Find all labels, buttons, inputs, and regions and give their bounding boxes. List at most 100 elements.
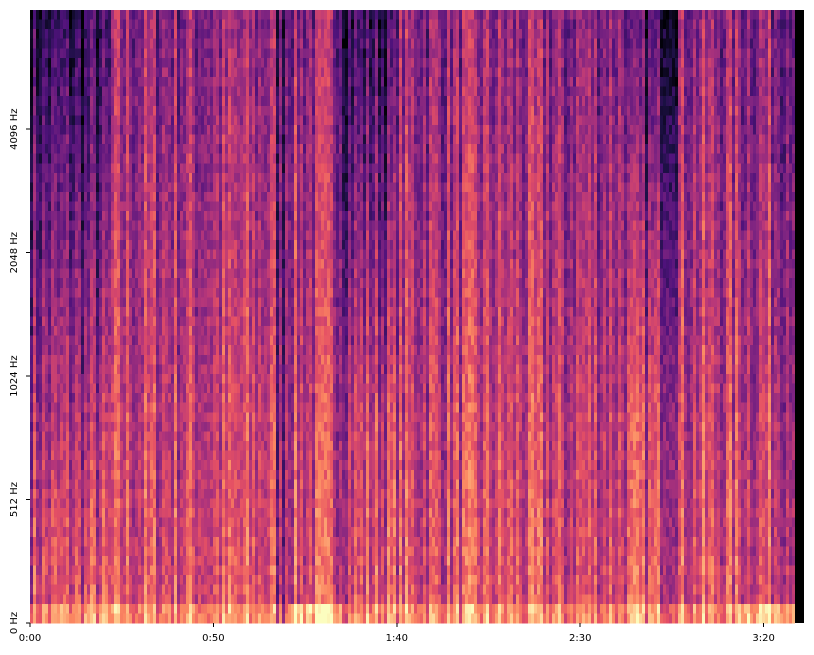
spectrogram-cell bbox=[231, 211, 234, 222]
spectrogram-cell bbox=[246, 393, 249, 404]
spectrogram-cell bbox=[204, 29, 207, 40]
spectrogram-cell bbox=[225, 67, 228, 78]
spectrogram-cell bbox=[201, 297, 204, 308]
spectrogram-cell bbox=[138, 584, 141, 595]
spectrogram-cell bbox=[144, 326, 147, 337]
spectrogram-cell bbox=[36, 144, 39, 155]
spectrogram-cell bbox=[183, 402, 186, 413]
spectrogram-cell bbox=[93, 412, 96, 423]
spectrogram-cell bbox=[54, 115, 57, 126]
spectrogram-cell bbox=[138, 412, 141, 423]
spectrogram-cell bbox=[246, 469, 249, 480]
spectrogram-cell bbox=[48, 441, 51, 452]
spectrogram-cell bbox=[132, 48, 135, 59]
spectrogram-cell bbox=[60, 527, 63, 538]
spectrogram-cell bbox=[63, 239, 66, 251]
spectrogram-cell bbox=[144, 613, 147, 624]
spectrogram-cell bbox=[252, 191, 255, 203]
spectrogram-cell bbox=[114, 182, 117, 193]
spectrogram-cell bbox=[81, 96, 84, 107]
spectrogram-cell bbox=[42, 57, 45, 69]
spectrogram-cell bbox=[36, 479, 39, 490]
spectrogram-cell bbox=[45, 584, 48, 595]
spectrogram-cell bbox=[141, 402, 144, 413]
spectrogram-cell bbox=[246, 594, 249, 605]
spectrogram-cell bbox=[102, 124, 105, 136]
spectrogram-cell bbox=[177, 86, 180, 97]
spectrogram-cell bbox=[123, 67, 126, 78]
spectrogram-cell bbox=[255, 19, 258, 30]
spectrogram-cell bbox=[252, 335, 255, 346]
spectrogram-cell bbox=[63, 249, 66, 260]
spectrogram-cell bbox=[144, 29, 147, 40]
spectrogram-cell bbox=[45, 469, 48, 480]
spectrogram-cell bbox=[102, 460, 105, 471]
spectrogram-cell bbox=[69, 421, 72, 433]
spectrogram-cell bbox=[141, 38, 144, 49]
spectrogram-cell bbox=[126, 460, 129, 471]
spectrogram-cell bbox=[192, 211, 195, 222]
spectrogram-cell bbox=[120, 48, 123, 59]
spectrogram-cell bbox=[75, 201, 78, 212]
spectrogram-cell bbox=[57, 431, 60, 442]
spectrogram-cell bbox=[186, 220, 189, 231]
spectrogram-cell bbox=[105, 565, 108, 576]
spectrogram-cell bbox=[162, 469, 165, 480]
spectrogram-cell bbox=[105, 536, 108, 547]
spectrogram-cell bbox=[90, 220, 93, 231]
spectrogram-cell bbox=[210, 297, 213, 308]
spectrogram-cell bbox=[228, 19, 231, 30]
spectrogram-cell bbox=[75, 402, 78, 413]
spectrogram-cell bbox=[132, 354, 135, 365]
spectrogram-cell bbox=[168, 57, 171, 69]
spectrogram-cell bbox=[87, 144, 90, 155]
spectrogram-cell bbox=[138, 191, 141, 203]
spectrogram-cell bbox=[141, 345, 144, 356]
spectrogram-cell bbox=[261, 460, 264, 471]
spectrogram-cell bbox=[228, 230, 231, 241]
spectrogram-cell bbox=[183, 182, 186, 193]
spectrogram-cell bbox=[141, 268, 144, 279]
spectrogram-cell bbox=[99, 373, 102, 385]
spectrogram-cell bbox=[141, 259, 144, 270]
spectrogram-cell bbox=[186, 10, 189, 21]
spectrogram-cell bbox=[249, 249, 252, 260]
spectrogram-cell bbox=[159, 239, 162, 251]
spectrogram-cell bbox=[165, 402, 168, 413]
spectrogram-cell bbox=[54, 57, 57, 69]
spectrogram-cell bbox=[78, 19, 81, 30]
spectrogram-cell bbox=[213, 182, 216, 193]
spectrogram-cell bbox=[126, 134, 129, 145]
spectrogram-cell bbox=[213, 115, 216, 126]
spectrogram-cell bbox=[219, 268, 222, 279]
spectrogram-cell bbox=[225, 498, 228, 509]
spectrogram-cell bbox=[171, 306, 174, 318]
spectrogram-cell bbox=[186, 144, 189, 155]
spectrogram-cell bbox=[45, 19, 48, 30]
spectrogram-cell bbox=[72, 555, 75, 567]
spectrogram-cell bbox=[243, 230, 246, 241]
spectrogram-cell bbox=[129, 555, 132, 567]
spectrogram-cell bbox=[120, 134, 123, 145]
spectrogram-cell bbox=[255, 373, 258, 385]
spectrogram-cell bbox=[135, 536, 138, 547]
spectrogram-cell bbox=[216, 421, 219, 433]
spectrogram-cell bbox=[129, 297, 132, 308]
spectrogram-cell bbox=[57, 115, 60, 126]
spectrogram-cell bbox=[171, 10, 174, 21]
spectrogram-cell bbox=[246, 191, 249, 203]
spectrogram-cell bbox=[36, 460, 39, 471]
spectrogram-cell bbox=[99, 153, 102, 164]
spectrogram-cell bbox=[81, 268, 84, 279]
spectrogram-cell bbox=[93, 96, 96, 107]
spectrogram-cell bbox=[195, 488, 198, 500]
spectrogram-cell bbox=[174, 230, 177, 241]
spectrogram-cell bbox=[219, 546, 222, 557]
spectrogram-cell bbox=[123, 77, 126, 88]
spectrogram-cell bbox=[177, 105, 180, 116]
spectrogram-cell bbox=[162, 278, 165, 289]
spectrogram-cell bbox=[144, 450, 147, 461]
spectrogram-cell bbox=[87, 182, 90, 193]
spectrogram-cell bbox=[246, 613, 249, 624]
spectrogram-cell bbox=[132, 29, 135, 40]
